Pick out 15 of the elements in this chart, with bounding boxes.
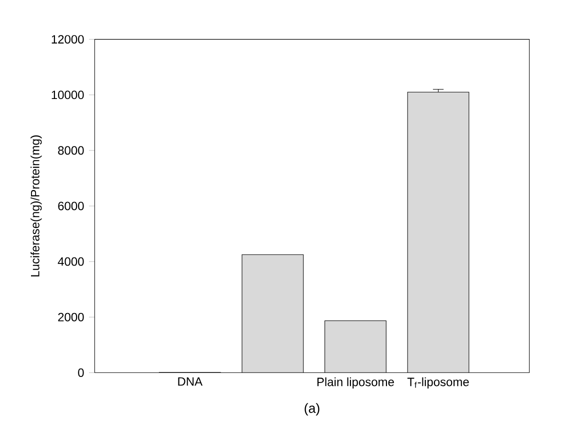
bar	[324, 320, 386, 373]
x-tick-label: Plain liposome	[317, 378, 394, 389]
y-axis-title: Luciferase(ng)/Protein(mg)	[30, 136, 42, 277]
y-tick-label: 0	[78, 368, 84, 378]
bar	[242, 254, 304, 373]
y-tick-label: 10000	[52, 90, 84, 100]
y-tick-label: 2000	[58, 313, 84, 322]
text: (a)	[304, 403, 320, 416]
y-tick-label: 4000	[58, 257, 84, 266]
y-tick-label: 12000	[52, 35, 84, 44]
x-tick-label: DNA	[178, 378, 203, 386]
bar	[407, 92, 470, 373]
y-tick-label: 6000	[58, 202, 84, 210]
y-tick-label: 8000	[58, 146, 84, 155]
x-tick-label: T$_{f}$-liposome	[407, 378, 469, 389]
